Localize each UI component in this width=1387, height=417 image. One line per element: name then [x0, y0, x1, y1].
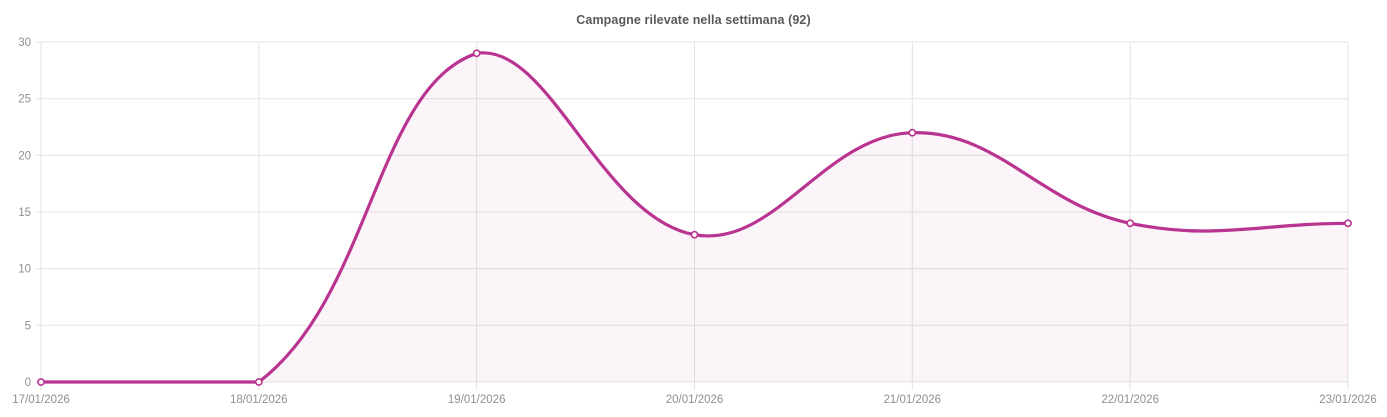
data-point-marker[interactable]: [908, 128, 917, 137]
y-tick-label: 15: [18, 207, 31, 219]
x-tick-label: 21/01/2026: [884, 394, 942, 406]
chart-title: Campagne rilevate nella settimana (92): [576, 13, 811, 27]
y-tick-label: 30: [18, 37, 31, 49]
y-tick-label: 25: [18, 94, 31, 106]
x-tick-label: 23/01/2026: [1319, 394, 1377, 406]
line-series: [39, 51, 1350, 384]
x-tick-label: 17/01/2026: [12, 394, 70, 406]
y-tick-label: 0: [25, 377, 31, 389]
data-point-marker[interactable]: [1126, 219, 1135, 228]
data-point-marker[interactable]: [690, 230, 699, 239]
data-point-marker[interactable]: [37, 378, 45, 386]
data-point-marker[interactable]: [472, 49, 481, 58]
x-tick-label: 18/01/2026: [230, 394, 288, 406]
y-tick-label: 5: [25, 320, 31, 332]
y-tick-label: 10: [18, 264, 31, 276]
x-tick-label: 20/01/2026: [666, 394, 724, 406]
data-point-marker[interactable]: [1344, 219, 1352, 228]
x-tick-label: 19/01/2026: [448, 394, 506, 406]
data-point-marker[interactable]: [254, 378, 263, 386]
area-fill: [41, 52, 1348, 383]
x-tick-label: 22/01/2026: [1101, 394, 1159, 406]
y-tick-label: 20: [18, 150, 31, 162]
